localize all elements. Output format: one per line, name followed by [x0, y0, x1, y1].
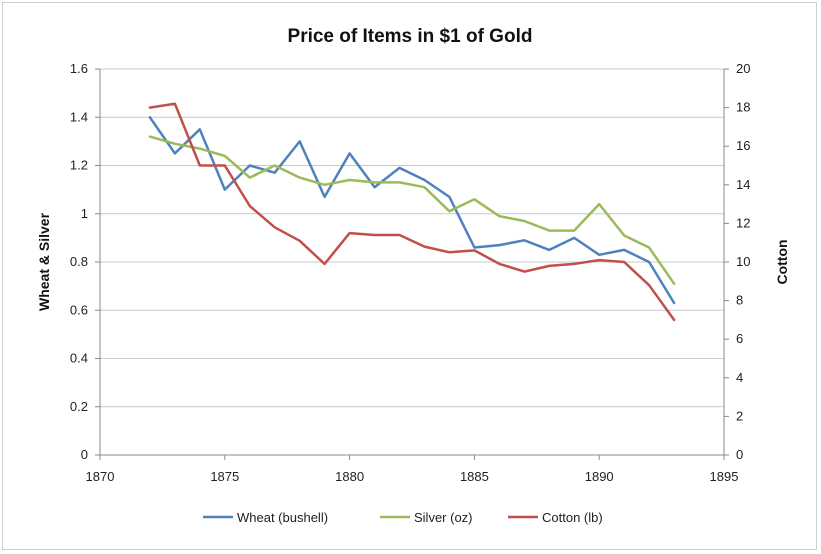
y-tick-label: 0.2 [70, 399, 88, 414]
x-tick-label: 1880 [335, 469, 364, 484]
y2-tick-label: 12 [736, 215, 750, 230]
y-tick-label: 1.6 [70, 61, 88, 76]
series-line-cotton [148, 102, 676, 322]
y-axis-title: Wheat & Silver [36, 212, 52, 311]
y2-tick-label: 14 [736, 177, 750, 192]
series-line-wheat [148, 116, 676, 305]
x-tick-label: 1895 [710, 469, 739, 484]
y2-tick-label: 16 [736, 138, 750, 153]
y2-axis-title: Cotton [774, 239, 790, 284]
x-tick-label: 1885 [460, 469, 489, 484]
y-tick-label: 0 [81, 447, 88, 462]
y2-tick-label: 20 [736, 61, 750, 76]
x-tick-label: 1875 [210, 469, 239, 484]
axes: 0 0.2 0.4 0.6 0.8 1 1.2 1.4 1.6 0 2 4 6 8 10 12 14 16 18 20… [70, 61, 751, 484]
gridlines [100, 68, 724, 408]
y2-tick-label: 4 [736, 370, 743, 385]
y-tick-label: 0.8 [70, 254, 88, 269]
x-tick-label: 1870 [86, 469, 115, 484]
y2-tick-label: 0 [736, 447, 743, 462]
y-tick-label: 0.6 [70, 302, 88, 317]
x-tick-label: 1890 [585, 469, 614, 484]
legend: Wheat (bushell) Silver (oz) Cotton (lb) [203, 510, 603, 525]
series-line-silver [148, 135, 676, 285]
y-tick-label: 1 [81, 206, 88, 221]
y2-tick-label: 8 [736, 293, 743, 308]
y2-tick-label: 10 [736, 254, 750, 269]
y2-tick-label: 18 [736, 100, 750, 115]
legend-label-silver: Silver (oz) [414, 510, 473, 525]
y-tick-label: 1.2 [70, 158, 88, 173]
y2-tick-label: 6 [736, 331, 743, 346]
chart-title: Price of Items in $1 of Gold [288, 26, 533, 47]
y-tick-label: 0.4 [70, 351, 88, 366]
series-lines [148, 102, 676, 322]
legend-label-wheat: Wheat (bushell) [237, 510, 328, 525]
y2-tick-label: 2 [736, 408, 743, 423]
legend-label-cotton: Cotton (lb) [542, 510, 603, 525]
y-tick-label: 1.4 [70, 109, 88, 124]
